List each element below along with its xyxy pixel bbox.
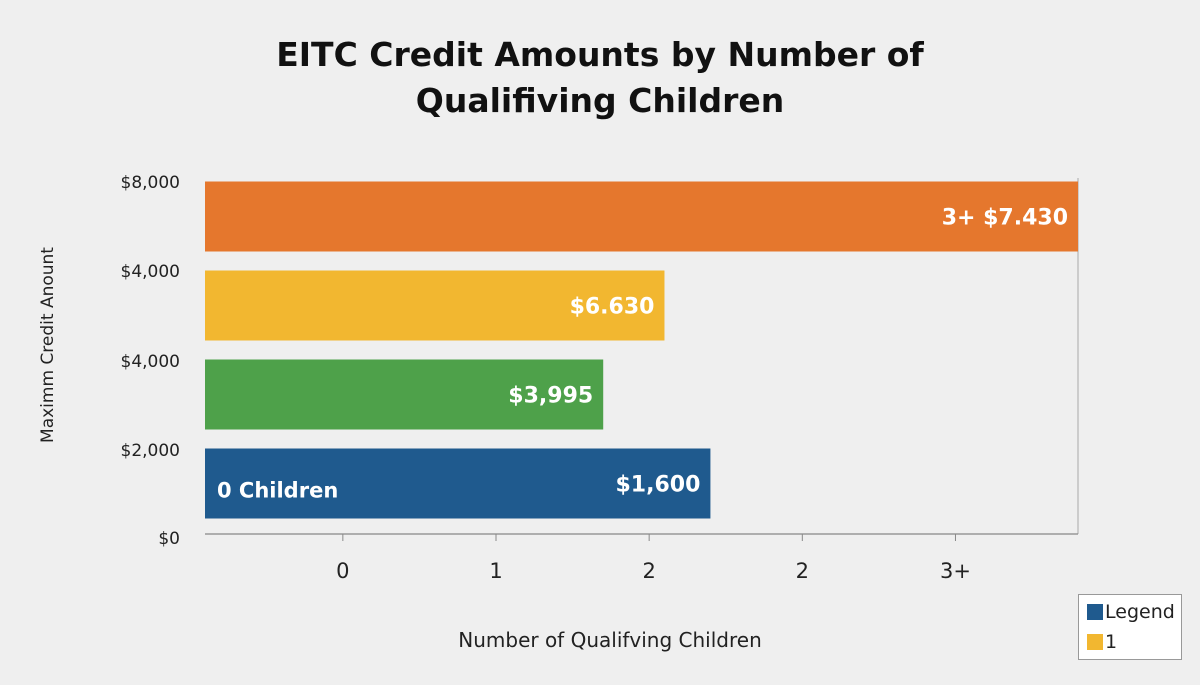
legend-label-1: 1	[1105, 631, 1118, 653]
legend-entry-1: 1	[1087, 631, 1117, 653]
y-tick-label-1: $4,000	[121, 262, 180, 282]
bar-3	[205, 181, 1078, 252]
x-tick-label-1: 1	[489, 559, 502, 583]
y-tick-label-4: $0	[158, 529, 180, 549]
legend-label-0: Legend	[1105, 601, 1175, 623]
bar-2	[205, 270, 665, 341]
bar-value-label-3: 3+ $7.430	[942, 206, 1068, 231]
bar-value-label-2: $6.630	[570, 295, 655, 320]
x-tick-label-3: 2	[796, 559, 809, 583]
y-tick-label-0: $8,000	[121, 173, 180, 193]
bar-1	[205, 359, 604, 430]
chart-title-line-2: Qualifiving Children	[415, 81, 785, 120]
chart-title: EITC Credit Amounts by Number of Qualifi…	[200, 32, 1000, 124]
chart-title-line-1: EITC Credit Amounts by Number of	[276, 35, 924, 74]
x-tick-label-0: 0	[336, 559, 349, 583]
legend: Legend 1	[1078, 594, 1182, 660]
x-axis-label: Number of Qualifving Children	[458, 628, 762, 652]
y-tick-label-2: $4,000	[121, 352, 180, 372]
x-tick-label-2: 2	[642, 559, 655, 583]
legend-swatch-1	[1087, 634, 1103, 650]
bar-value-label-0: $1,600	[616, 473, 701, 498]
bar-0	[205, 448, 711, 519]
bar-inner-label-0: 0 Children	[217, 479, 338, 503]
y-tick-label-3: $2,000	[121, 441, 180, 461]
bar-value-label-1: $3,995	[508, 384, 593, 409]
legend-swatch-0	[1087, 604, 1103, 620]
legend-entry-0: Legend	[1087, 601, 1175, 623]
x-tick-label-4: 3+	[940, 559, 971, 583]
